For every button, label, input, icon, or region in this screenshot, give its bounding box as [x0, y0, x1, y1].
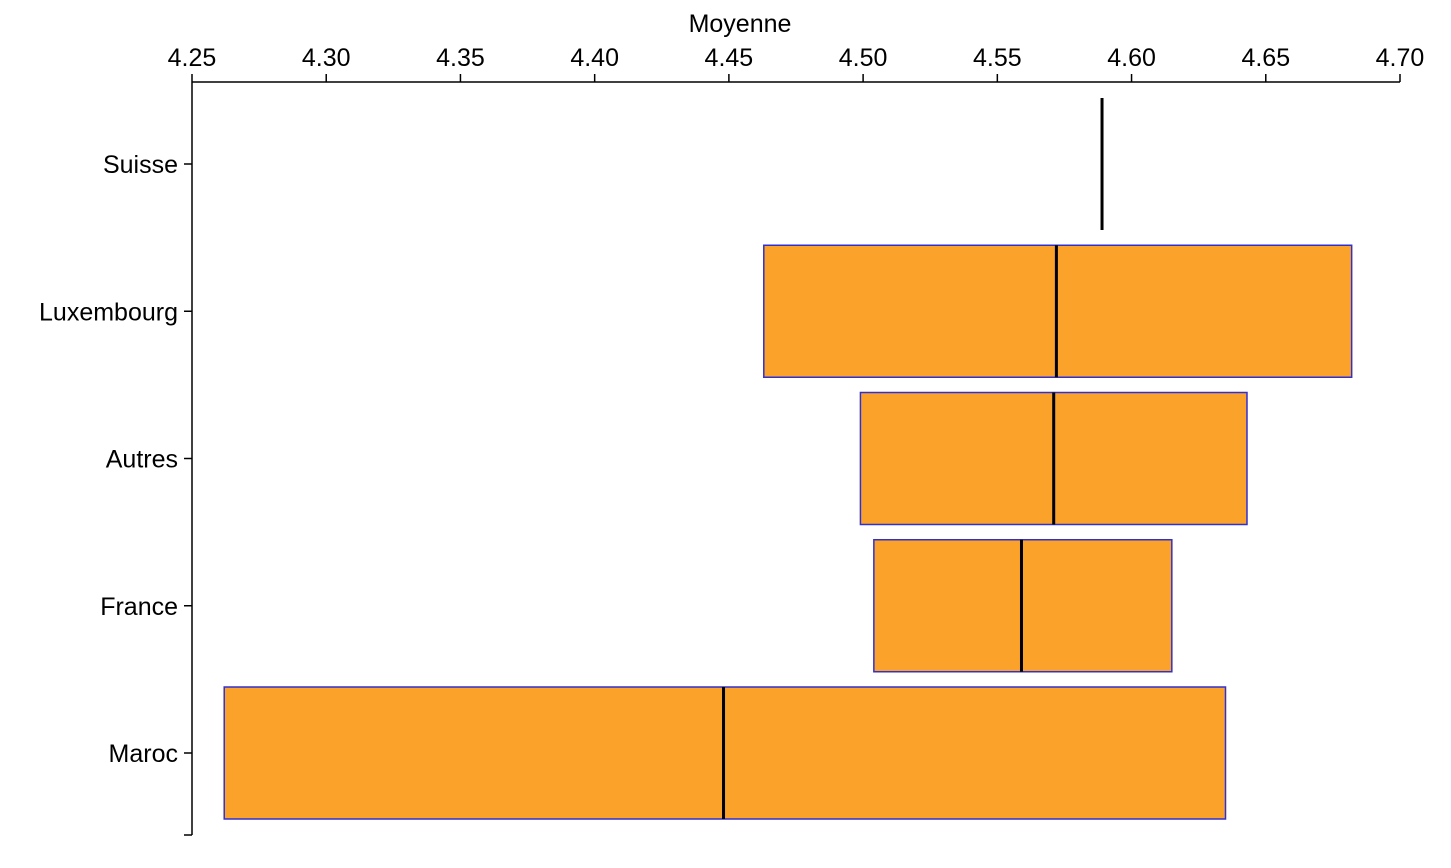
x-tick-label: 4.30: [302, 44, 351, 72]
x-tick-label: 4.45: [705, 44, 754, 72]
x-tick-label: 4.60: [1107, 44, 1156, 72]
y-tick-label: Luxembourg: [39, 298, 178, 326]
y-tick-label: Suisse: [103, 151, 178, 179]
x-tick-label: 4.35: [436, 44, 485, 72]
y-axis: Suisse Luxembourg Autres France Maroc: [39, 82, 193, 836]
x-tick-label: 4.50: [839, 44, 888, 72]
x-tick-label: 4.25: [168, 44, 217, 72]
x-axis-title: Moyenne: [689, 10, 792, 38]
y-tick-label: Autres: [106, 446, 178, 474]
y-tick-label: France: [100, 593, 178, 621]
x-tick-label: 4.55: [973, 44, 1022, 72]
x-axis: 4.25 4.30 4.35 4.40 4.45 4.50 4.55 4.60 4.65 4.70: [168, 44, 1425, 83]
y-tick-label: Maroc: [109, 740, 178, 768]
x-tick-label: 4.40: [570, 44, 619, 72]
boxes-group: [223, 98, 1353, 820]
x-tick-label: 4.65: [1241, 44, 1290, 72]
x-tick-label: 4.70: [1376, 44, 1425, 72]
